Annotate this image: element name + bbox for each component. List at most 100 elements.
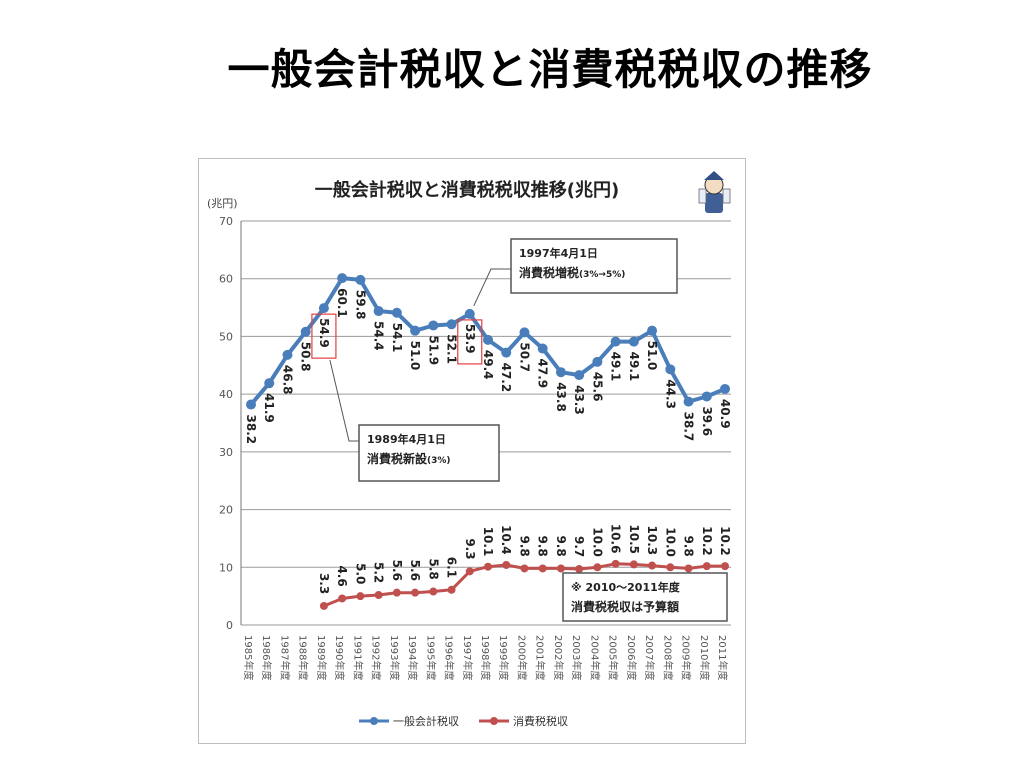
svg-text:2011年度: 2011年度 (716, 635, 729, 680)
data-point (648, 561, 657, 570)
data-label: 5.6 (408, 560, 422, 581)
data-point (538, 564, 547, 573)
data-point (374, 590, 383, 599)
data-point (666, 563, 675, 572)
data-label: 5.8 (426, 559, 440, 580)
callout-1989-line1: 1989年4月1日 (367, 432, 446, 446)
svg-text:5.2: 5.2 (372, 562, 386, 583)
svg-text:2000年度: 2000年度 (515, 635, 528, 680)
svg-text:2009年度: 2009年度 (680, 635, 693, 680)
svg-text:1989年度: 1989年度 (315, 635, 328, 680)
svg-text:1995年度: 1995年度 (424, 635, 437, 680)
x-tick-label: 2003年度 (570, 635, 583, 680)
x-tick-label: 2001年度 (534, 635, 547, 680)
legend-label: 消費税税収 (513, 714, 568, 728)
data-point (574, 370, 585, 381)
mascot-character-icon (698, 171, 731, 213)
x-tick-label: 2011年度 (716, 635, 729, 680)
x-tick-label: 1998年度 (479, 635, 492, 680)
x-tick-label: 2009年度 (680, 635, 693, 680)
data-label: 53.9 (463, 324, 477, 354)
svg-text:5.0: 5.0 (353, 563, 367, 584)
data-point (555, 367, 566, 378)
svg-text:10.5: 10.5 (627, 524, 641, 554)
svg-text:39.6: 39.6 (700, 406, 714, 436)
legend-swatch-marker (370, 717, 378, 725)
data-point (610, 336, 621, 347)
legend-label: 一般会計税収 (393, 714, 459, 728)
svg-text:41.9: 41.9 (262, 393, 276, 423)
svg-text:2010年度: 2010年度 (698, 635, 711, 680)
svg-text:1998年度: 1998年度 (479, 635, 492, 680)
legend: 一般会計税収 消費税税収 (359, 714, 568, 728)
svg-text:1993年度: 1993年度 (388, 635, 401, 680)
data-label: 10.3 (645, 526, 659, 556)
data-label: 51.9 (426, 335, 440, 365)
svg-text:1990年度: 1990年度 (333, 635, 346, 680)
x-tick-label: 2002年度 (552, 635, 565, 680)
data-label: 49.1 (609, 352, 623, 382)
data-label: 10.0 (663, 527, 677, 557)
y-tick-label: 20 (219, 504, 233, 517)
data-label: 60.1 (335, 288, 349, 318)
x-tick-label: 1999年度 (497, 635, 510, 680)
svg-text:5.6: 5.6 (390, 560, 404, 581)
data-label: 54.9 (317, 318, 331, 348)
svg-text:3.3: 3.3 (317, 573, 331, 594)
svg-text:2002年度: 2002年度 (552, 635, 565, 680)
data-point (702, 562, 711, 571)
data-point (282, 349, 293, 360)
data-label: 3.3 (317, 573, 331, 594)
data-point (537, 343, 548, 354)
data-point (356, 592, 365, 601)
data-label: 51.0 (645, 341, 659, 371)
data-point (611, 559, 620, 568)
data-label: 47.9 (536, 359, 550, 389)
data-point (683, 396, 694, 407)
data-point (684, 564, 693, 573)
data-point (246, 399, 256, 410)
data-point (575, 565, 584, 574)
data-label: 51.0 (408, 341, 422, 371)
data-point (319, 601, 328, 610)
data-point (592, 356, 603, 367)
callout-budget-note-line1: ※ 2010～2011年度 (571, 580, 681, 594)
data-label: 38.7 (682, 412, 696, 442)
svg-text:5.6: 5.6 (408, 560, 422, 581)
svg-text:9.7: 9.7 (572, 536, 586, 557)
svg-text:49.1: 49.1 (627, 352, 641, 382)
svg-text:10.2: 10.2 (718, 526, 732, 556)
svg-text:1999年度: 1999年度 (497, 635, 510, 680)
data-label: 38.2 (244, 415, 258, 445)
data-label: 54.4 (372, 321, 386, 351)
data-label: 10.4 (499, 525, 513, 555)
svg-text:53.9: 53.9 (463, 324, 477, 354)
svg-text:1987年度: 1987年度 (278, 635, 291, 680)
data-point (483, 334, 493, 345)
callout-1997-line1: 1997年4月1日 (519, 246, 598, 260)
svg-text:51.9: 51.9 (426, 335, 440, 365)
svg-text:1986年度: 1986年度 (260, 635, 273, 680)
callout-1997-box (510, 238, 678, 294)
svg-text:54.4: 54.4 (372, 321, 386, 351)
x-tick-label: 2000年度 (515, 635, 528, 680)
data-label: 52.1 (445, 334, 459, 364)
data-label: 5.0 (353, 563, 367, 584)
data-point (464, 308, 475, 319)
data-label: 4.6 (335, 565, 349, 586)
svg-text:10.6: 10.6 (609, 524, 623, 554)
data-point (264, 378, 275, 389)
svg-text:49.1: 49.1 (609, 352, 623, 382)
svg-text:10.1: 10.1 (481, 527, 495, 557)
data-point (628, 336, 639, 347)
svg-text:47.9: 47.9 (536, 359, 550, 389)
svg-text:2001年度: 2001年度 (534, 635, 547, 680)
y-tick-label: 0 (226, 619, 233, 632)
data-point (519, 327, 530, 338)
y-tick-label: 40 (219, 388, 233, 401)
svg-text:51.0: 51.0 (645, 341, 659, 371)
svg-text:50.7: 50.7 (517, 342, 531, 372)
callout-leader (329, 360, 359, 442)
data-point (410, 325, 421, 336)
svg-text:38.2: 38.2 (244, 415, 258, 445)
